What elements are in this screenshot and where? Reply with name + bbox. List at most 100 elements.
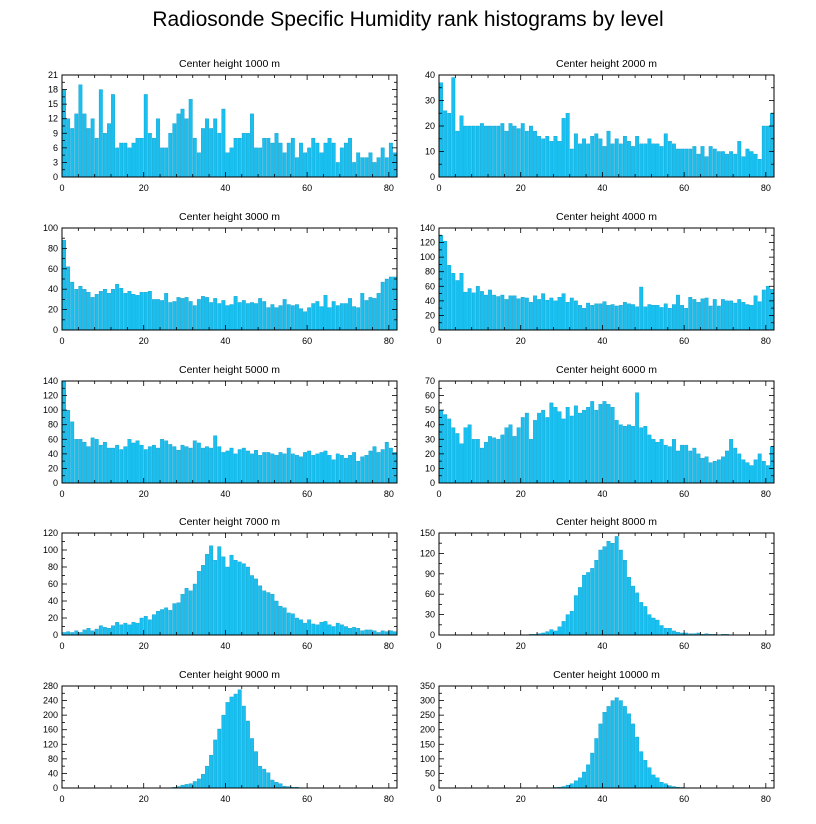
histogram-bar — [348, 455, 352, 484]
histogram-bar — [770, 446, 774, 484]
panel-title: Center height 3000 m — [179, 211, 280, 223]
histogram-bar — [184, 118, 189, 178]
histogram-bar — [606, 305, 611, 331]
histogram-bar — [241, 563, 246, 636]
histogram-bar — [152, 137, 156, 178]
histogram-bar — [582, 138, 586, 178]
histogram-bar — [62, 240, 66, 331]
histogram-bar — [680, 444, 685, 484]
histogram-bar — [557, 626, 562, 636]
y-tick-label: 160 — [43, 725, 58, 735]
histogram-bar — [712, 299, 717, 331]
histogram-bar — [537, 412, 542, 484]
x-tick-label: 0 — [59, 794, 64, 804]
histogram-bar — [447, 264, 452, 331]
histogram-bar — [757, 301, 762, 331]
y-tick-label: 80 — [425, 267, 435, 277]
x-tick-label: 60 — [302, 336, 312, 346]
histogram-bar — [376, 293, 381, 331]
histogram-bar — [217, 446, 222, 484]
histogram-bar — [225, 152, 230, 178]
x-tick-label: 60 — [302, 794, 312, 804]
histogram-bar — [663, 133, 668, 178]
histogram-bar — [549, 297, 554, 331]
histogram-bar — [188, 447, 193, 484]
y-tick-label: 30 — [425, 96, 435, 106]
histogram-bar — [98, 444, 103, 484]
histogram-bar — [610, 543, 615, 636]
histogram-bar — [655, 305, 660, 331]
histogram-bar — [504, 130, 509, 178]
histogram-bar — [164, 293, 169, 331]
histogram-bar — [708, 305, 713, 331]
histogram-bar — [209, 447, 214, 484]
histogram-bar — [553, 407, 558, 484]
histogram-bar — [368, 152, 373, 178]
histogram-bar — [237, 449, 242, 484]
histogram-bar — [221, 556, 226, 636]
histogram-bar — [745, 462, 750, 484]
histogram-bar — [541, 409, 546, 484]
histogram-bar — [245, 566, 250, 636]
histogram-bar — [651, 305, 656, 331]
x-tick-label: 20 — [516, 641, 526, 651]
histogram-bar — [549, 141, 554, 178]
histogram-bar — [201, 447, 205, 484]
histogram-bar — [139, 617, 144, 636]
histogram-bar — [761, 289, 766, 331]
histogram-bar — [443, 110, 448, 178]
plot-frame — [61, 532, 398, 636]
histogram-bar — [712, 460, 717, 484]
histogram-bar — [504, 299, 509, 331]
histogram-bar — [225, 702, 230, 789]
histogram-bar — [676, 148, 680, 178]
histogram-bar — [290, 453, 295, 484]
histogram-bar — [594, 738, 599, 789]
histogram-bar — [127, 291, 132, 331]
histogram-bar — [622, 560, 627, 636]
histogram-bar — [111, 289, 115, 331]
y-tick-label: 40 — [48, 284, 58, 294]
histogram-bar — [537, 299, 542, 331]
histogram-bar — [451, 272, 456, 331]
histogram-bar — [356, 152, 361, 178]
y-tick-label: 20 — [48, 305, 58, 315]
histogram-bar — [602, 146, 607, 178]
y-tick-label: 50 — [425, 405, 435, 415]
y-tick-label: 80 — [48, 562, 58, 572]
histogram-bar — [663, 303, 668, 331]
histogram-bar — [250, 738, 254, 789]
histogram-bar — [294, 617, 299, 636]
histogram-bar — [107, 628, 111, 636]
histogram-bar — [131, 142, 136, 178]
y-tick-label: 100 — [43, 223, 58, 233]
histogram-bar — [168, 444, 173, 484]
histogram-bar — [217, 303, 222, 331]
panel-4: Center height 4000 m 0 20 40 60 80 0 20 40 60 80 10… — [420, 211, 775, 346]
y-tick-label: 40 — [48, 449, 58, 459]
histogram-bar — [278, 783, 283, 789]
histogram-bar — [565, 302, 570, 331]
histogram-bar — [541, 293, 546, 331]
histogram-bar — [627, 424, 631, 484]
histogram-bar — [294, 455, 299, 484]
histogram-bar — [176, 297, 181, 331]
histogram-bar — [307, 147, 312, 178]
histogram-bar — [610, 143, 615, 178]
histogram-bar — [647, 304, 652, 331]
histogram-bar — [237, 302, 242, 331]
histogram-bar — [286, 612, 291, 636]
panel-title: Center height 8000 m — [556, 516, 657, 528]
histogram-bar — [70, 281, 75, 331]
histogram-bar — [459, 115, 464, 178]
histogram-bar — [447, 418, 452, 484]
histogram-bar — [262, 301, 267, 331]
panel-5: Center height 5000 m 0 20 40 60 80 0 20 40 60 80 10… — [43, 364, 398, 499]
histogram-bar — [119, 142, 124, 178]
histogram-bar — [127, 439, 132, 484]
histogram-bar — [500, 434, 505, 484]
histogram-bar — [516, 128, 521, 178]
x-tick-label: 20 — [516, 794, 526, 804]
panel-9: Center height 9000 m 0 20 40 60 80 0 40 80 120 160… — [43, 669, 398, 804]
histogram-bar — [578, 777, 582, 789]
